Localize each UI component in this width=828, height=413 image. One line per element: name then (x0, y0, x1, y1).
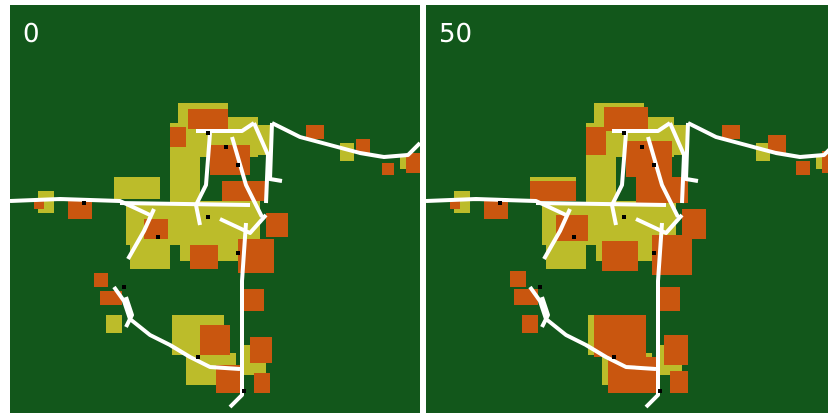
panel-step-label: 50 (439, 19, 473, 49)
map-panel-step-0: 0 (10, 5, 420, 413)
land-map (426, 103, 828, 409)
road-network (10, 121, 420, 409)
orange-patches (34, 109, 420, 393)
land-map (10, 103, 420, 409)
road-network (426, 121, 828, 409)
panel-step-label: 0 (23, 19, 40, 49)
point-markers (498, 131, 662, 393)
point-markers (82, 131, 246, 393)
orange-patches (450, 107, 828, 393)
map-panel-step-50: 50 (426, 5, 828, 413)
